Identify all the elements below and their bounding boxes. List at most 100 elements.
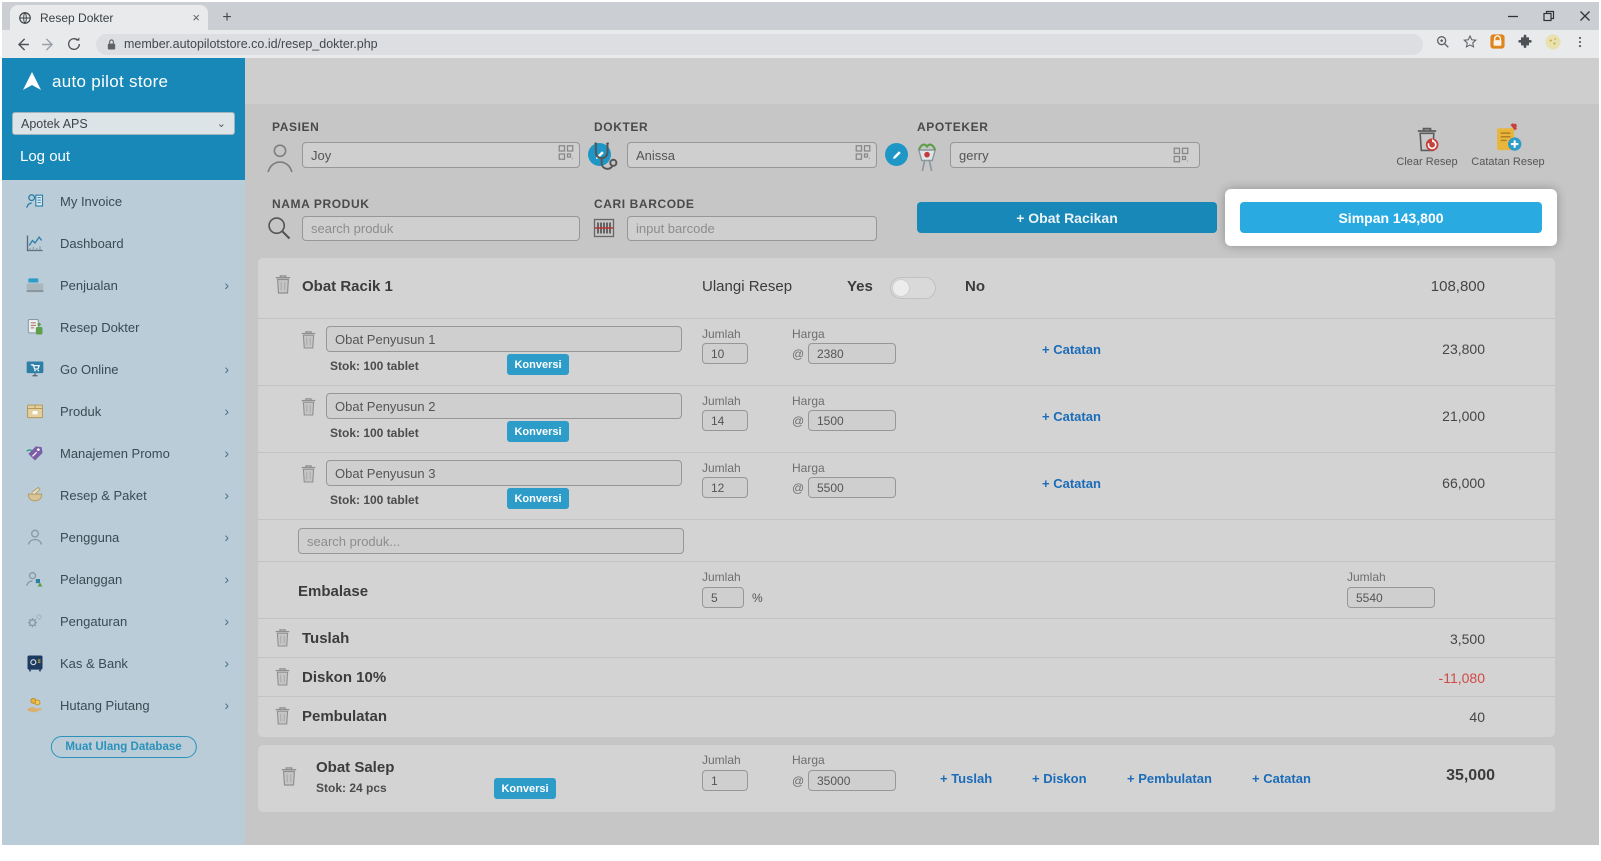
new-tab-button[interactable]: +: [222, 9, 232, 26]
nama-produk-input[interactable]: [302, 216, 580, 241]
catatan-link[interactable]: + Catatan: [1042, 342, 1101, 357]
obat-racikan-button[interactable]: + Obat Racikan: [917, 202, 1217, 233]
sidebar-item-penjualan[interactable]: Penjualan ›: [2, 264, 245, 306]
pasien-input[interactable]: [302, 142, 580, 168]
sidebar-item-pengguna[interactable]: Pengguna ›: [2, 516, 245, 558]
delete-item-icon[interactable]: [300, 329, 317, 350]
pembulatan-link[interactable]: + Pembulatan: [1127, 771, 1212, 786]
penyusun-name-input[interactable]: [326, 460, 682, 486]
delete-salep-icon[interactable]: [280, 765, 298, 787]
at-sign: @: [792, 414, 805, 428]
main-content: PASIEN DOKTER APOTEKER: [245, 58, 1599, 845]
catatan-link[interactable]: + Catatan: [1252, 771, 1311, 786]
harga-input[interactable]: [808, 343, 896, 364]
penyusun-row: Stok: 100 tablet Konversi Jumlah Harga @…: [258, 452, 1555, 519]
embalase-percent-input[interactable]: [702, 587, 744, 608]
customer-icon: [26, 572, 43, 587]
harga-input[interactable]: [808, 770, 896, 791]
store-select[interactable]: Apotek APS ⌄: [12, 112, 235, 135]
penyusun-name-input[interactable]: [326, 393, 682, 419]
sidebar-item-manajemen-promo[interactable]: Manajemen Promo ›: [2, 432, 245, 474]
sidebar-header: auto pilot store Apotek APS ⌄ Log out: [2, 58, 245, 180]
dokter-edit-button[interactable]: [885, 143, 908, 166]
jumlah-label: Jumlah: [702, 570, 741, 584]
pasien-label: PASIEN: [272, 120, 320, 134]
delete-item-icon[interactable]: [300, 396, 317, 417]
tab-close-icon[interactable]: ×: [192, 10, 200, 25]
profile-avatar[interactable]: [1544, 33, 1562, 56]
tuslah-link[interactable]: + Tuslah: [940, 771, 993, 786]
brand-name: auto pilot store: [52, 72, 169, 91]
shopping-extension-icon[interactable]: [1489, 33, 1506, 55]
stok-label: Stok: 24 pcs: [316, 781, 387, 795]
at-sign: @: [792, 774, 805, 788]
embalase-amount-input[interactable]: [1347, 587, 1435, 608]
sidebar-item-pelanggan[interactable]: Pelanggan ›: [2, 558, 245, 600]
reload-icon[interactable]: [64, 34, 84, 54]
diskon-link[interactable]: + Diskon: [1032, 771, 1087, 786]
sidebar-item-label: Resep & Paket: [60, 487, 147, 503]
penyusun-name-input[interactable]: [326, 326, 682, 352]
sidebar-item-dashboard[interactable]: Dashboard: [2, 222, 245, 264]
coins-hand-icon: [27, 697, 42, 713]
sidebar-item-my-invoice[interactable]: My Invoice: [2, 180, 245, 222]
jumlah-input[interactable]: [702, 770, 748, 791]
sidebar-item-label: Dashboard: [60, 235, 124, 251]
qr-code-icon[interactable]: [557, 144, 575, 167]
dashboard-icon: [26, 235, 43, 252]
sidebar-item-go-online[interactable]: Go Online ›: [2, 348, 245, 390]
harga-input[interactable]: [808, 477, 896, 498]
sidebar-item-resep-dokter[interactable]: Resep Dokter: [2, 306, 245, 348]
delete-racik-icon[interactable]: [274, 273, 292, 295]
jumlah-input[interactable]: [702, 477, 748, 498]
sidebar-item-label: My Invoice: [60, 193, 123, 209]
harga-input[interactable]: [808, 410, 896, 431]
sidebar-item-hutang-piutang[interactable]: Hutang Piutang ›: [2, 684, 245, 726]
delete-item-icon[interactable]: [300, 463, 317, 484]
bookmark-star-icon[interactable]: [1462, 34, 1478, 55]
delete-tuslah-icon[interactable]: [274, 627, 291, 648]
dokter-input[interactable]: [627, 142, 877, 168]
delete-diskon-icon[interactable]: [274, 666, 291, 687]
reload-database-button[interactable]: Muat Ulang Database: [50, 736, 197, 758]
konversi-button[interactable]: Konversi: [507, 421, 569, 442]
sidebar-item-resep-paket[interactable]: Resep & Paket ›: [2, 474, 245, 516]
nama-produk-label: NAMA PRODUK: [272, 197, 370, 211]
sidebar-item-pengaturan[interactable]: Pengaturan ›: [2, 600, 245, 642]
clear-resep-button[interactable]: [1390, 123, 1464, 160]
simpan-button[interactable]: Simpan 143,800: [1240, 202, 1542, 233]
extensions-puzzle-icon[interactable]: [1517, 34, 1533, 55]
url-bar[interactable]: member.autopilotstore.co.id/resep_dokter…: [96, 33, 1423, 55]
catatan-link[interactable]: + Catatan: [1042, 476, 1101, 491]
chevron-right-icon: ›: [224, 613, 229, 629]
konversi-button[interactable]: Konversi: [507, 488, 569, 509]
browser-tab[interactable]: Resep Dokter ×: [10, 5, 208, 30]
forward-icon[interactable]: [38, 34, 58, 54]
minimize-button[interactable]: [1507, 10, 1519, 22]
harga-label: Harga: [792, 753, 825, 767]
menu-dots-icon[interactable]: [1573, 34, 1587, 55]
konversi-button[interactable]: Konversi: [494, 778, 556, 799]
app-root: auto pilot store Apotek APS ⌄ Log out My…: [2, 58, 1599, 845]
apoteker-input[interactable]: [950, 142, 1200, 168]
sidebar-item-kas-bank[interactable]: Kas & Bank ›: [2, 642, 245, 684]
catatan-resep-button[interactable]: [1471, 121, 1545, 160]
delete-pembulatan-icon[interactable]: [274, 705, 291, 726]
add-product-search-input[interactable]: [298, 528, 684, 554]
restore-button[interactable]: [1543, 10, 1555, 22]
close-button[interactable]: [1579, 10, 1591, 22]
search-icon: [268, 217, 291, 240]
jumlah-input[interactable]: [702, 410, 748, 431]
qr-code-icon[interactable]: [854, 144, 872, 167]
catatan-link[interactable]: + Catatan: [1042, 409, 1101, 424]
toggle-knob: [892, 279, 910, 297]
sidebar-item-produk[interactable]: Produk ›: [2, 390, 245, 432]
logout-link[interactable]: Log out: [20, 148, 71, 165]
cari-barcode-input[interactable]: [627, 216, 877, 241]
jumlah-input[interactable]: [702, 343, 748, 364]
qr-code-icon[interactable]: [1172, 146, 1190, 169]
zoom-icon[interactable]: [1435, 34, 1451, 55]
ulangi-resep-toggle[interactable]: [890, 277, 936, 299]
back-icon[interactable]: [12, 34, 32, 54]
konversi-button[interactable]: Konversi: [507, 354, 569, 375]
